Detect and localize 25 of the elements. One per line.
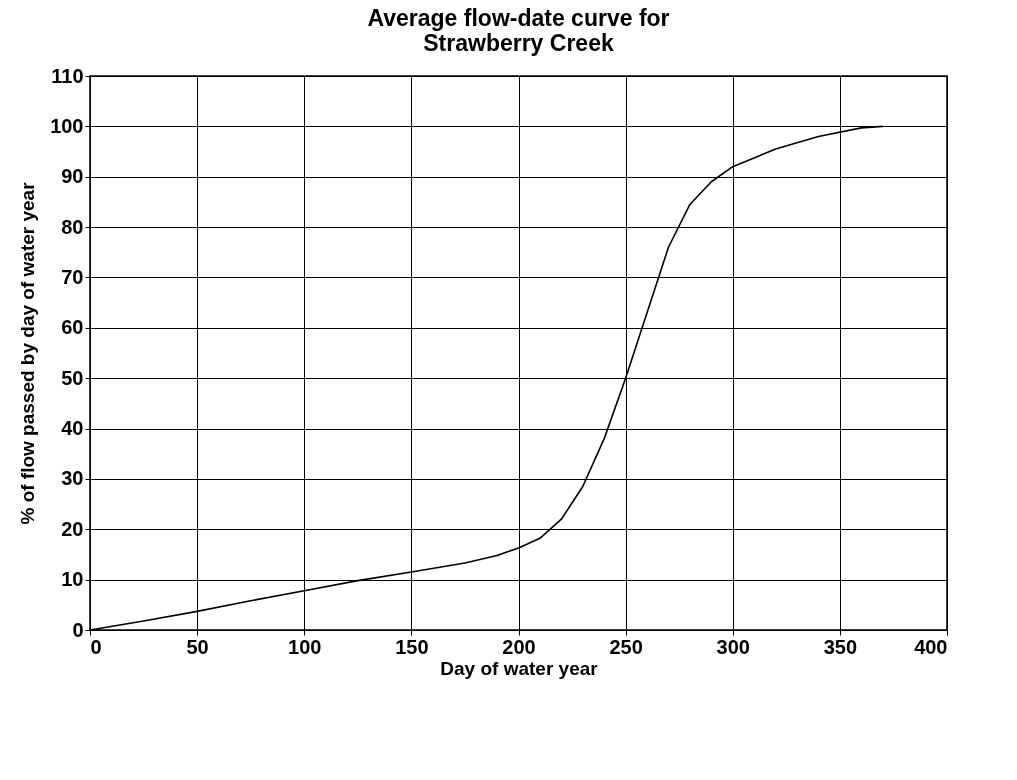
y-tick-label: 90	[61, 165, 84, 188]
y-tick-label: 80	[61, 215, 84, 238]
x-tick-label: 50	[186, 635, 209, 658]
x-tick-label: 250	[609, 635, 643, 658]
text: Strawberry Creek	[423, 30, 614, 56]
x-axis-title: Day of water year	[440, 657, 599, 679]
y-tick-label: 20	[61, 517, 84, 540]
x-tick-label: 300	[716, 635, 750, 658]
x-tick-label: 150	[395, 635, 429, 658]
y-tick-label: 10	[61, 568, 84, 591]
y-tick-label: 110	[51, 64, 84, 87]
x-tick-label: 0	[90, 635, 102, 658]
y-tick-label: 0	[72, 618, 84, 641]
x-tick-label: 200	[502, 635, 536, 658]
x-tick-label: 400	[914, 635, 948, 658]
y-tick-label: 60	[61, 316, 84, 339]
x-tick-label: 100	[288, 635, 322, 658]
y-tick-label: 40	[61, 417, 84, 440]
y-axis-title: % of flow passed by day of water year	[17, 181, 39, 525]
y-tick-label: 100	[50, 114, 84, 137]
x-tick-label: 350	[823, 635, 858, 658]
y-tick-label: 50	[61, 366, 84, 389]
text: Average flow-date curve for	[367, 5, 670, 31]
y-tick-label: 30	[61, 467, 84, 490]
y-tick-label: 70	[61, 265, 84, 288]
